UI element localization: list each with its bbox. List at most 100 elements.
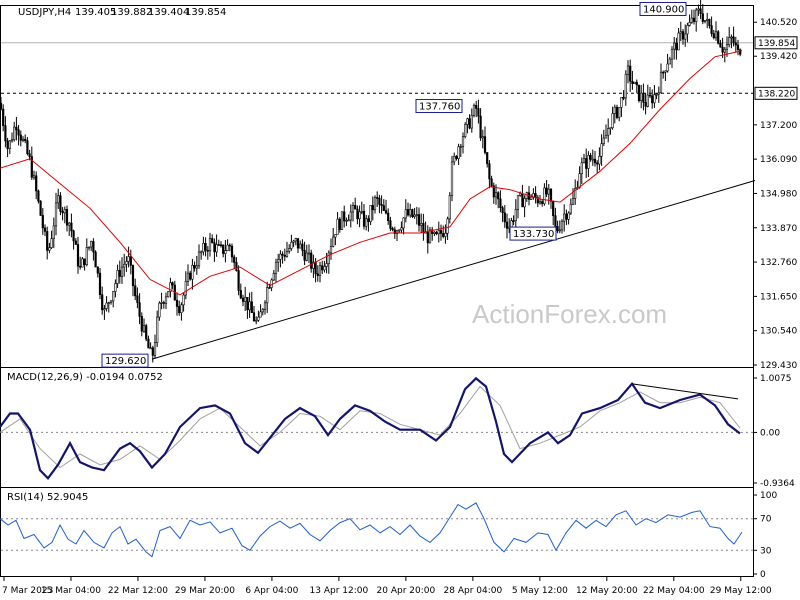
candle [136,287,139,309]
candle-body [76,244,80,267]
candle-body [270,279,273,288]
candle [105,296,108,312]
candle [283,248,286,262]
candle [103,304,106,320]
candle-body [65,209,69,226]
candle [490,175,493,188]
candle [200,250,203,260]
candle-body [505,221,509,229]
candle-body [35,175,38,192]
candle-body [171,282,174,286]
candle [233,254,236,269]
candle-body [697,8,700,11]
candle [703,20,707,24]
candle [134,278,137,301]
candle-body [32,175,36,178]
candle-body [81,258,84,268]
candle [589,152,592,162]
rsi-tick-label: 70 [760,515,772,525]
candle [446,216,449,240]
candle-body [596,162,599,165]
candle [475,100,478,118]
annotation-label: 140.900 [643,4,684,15]
candle [611,106,614,130]
candle-body [417,214,421,226]
candle-body [549,188,553,202]
candle [63,206,66,224]
candle [101,286,104,315]
candle [642,83,645,111]
price-tick-label: 129.430 [760,361,797,371]
candle-body [43,227,47,232]
candle [140,312,143,337]
candle [369,205,372,226]
candle [567,211,570,225]
candle-body [263,302,267,310]
candle [257,310,260,322]
candle-body [206,249,209,252]
candle [272,270,275,282]
candle-body [666,63,669,72]
candle-body [679,31,682,34]
candle [655,93,658,100]
candle [340,211,344,230]
candle-body [301,243,304,251]
candle-body [351,205,355,213]
candle-body [257,316,260,321]
candle [294,237,297,246]
candle [362,204,366,230]
candle [675,37,678,60]
candle-body [653,94,656,104]
candle-body [437,230,440,235]
candle-body [180,304,183,314]
candle-body [184,281,187,296]
candle [574,179,577,205]
candle-body [380,204,383,206]
candle [48,242,51,254]
candle [516,195,520,219]
candle [389,216,392,232]
candle [13,121,16,142]
candle [728,27,731,48]
candle-body [589,155,592,160]
candle-body [488,163,491,180]
candle [468,114,471,130]
candle-body [338,218,341,230]
ohlc-high: 139.882 [111,7,152,18]
candle-body [52,225,55,239]
candle-body [545,187,548,195]
candle-body [382,205,385,211]
candle-body [688,22,691,26]
candle-body [217,244,220,246]
candle-body [6,140,9,149]
candle-body [446,218,449,234]
candle-body [202,243,205,253]
candle-body [402,217,405,229]
candle-body [310,252,313,269]
candle-body [624,73,627,99]
candle-body [492,185,495,198]
candle-body [503,212,506,223]
candle [499,190,502,213]
candle [450,155,454,202]
candle [448,192,451,224]
price-tag-label: 138.220 [758,89,795,99]
candle [604,124,608,139]
candle-body [136,295,139,304]
candle [162,300,165,309]
price-annotation: 137.760 [415,99,463,114]
candle-body [664,70,667,73]
candle [182,292,185,312]
candle-body [233,256,236,263]
candle [492,182,495,204]
candle-body [13,126,16,141]
candle [712,29,715,40]
candle-body [334,234,337,238]
candle-body [292,240,295,243]
candle [79,256,82,270]
candle [178,300,181,316]
candle [481,129,484,149]
candle-body [347,219,350,222]
candle-body [281,253,284,256]
candle [277,253,280,272]
